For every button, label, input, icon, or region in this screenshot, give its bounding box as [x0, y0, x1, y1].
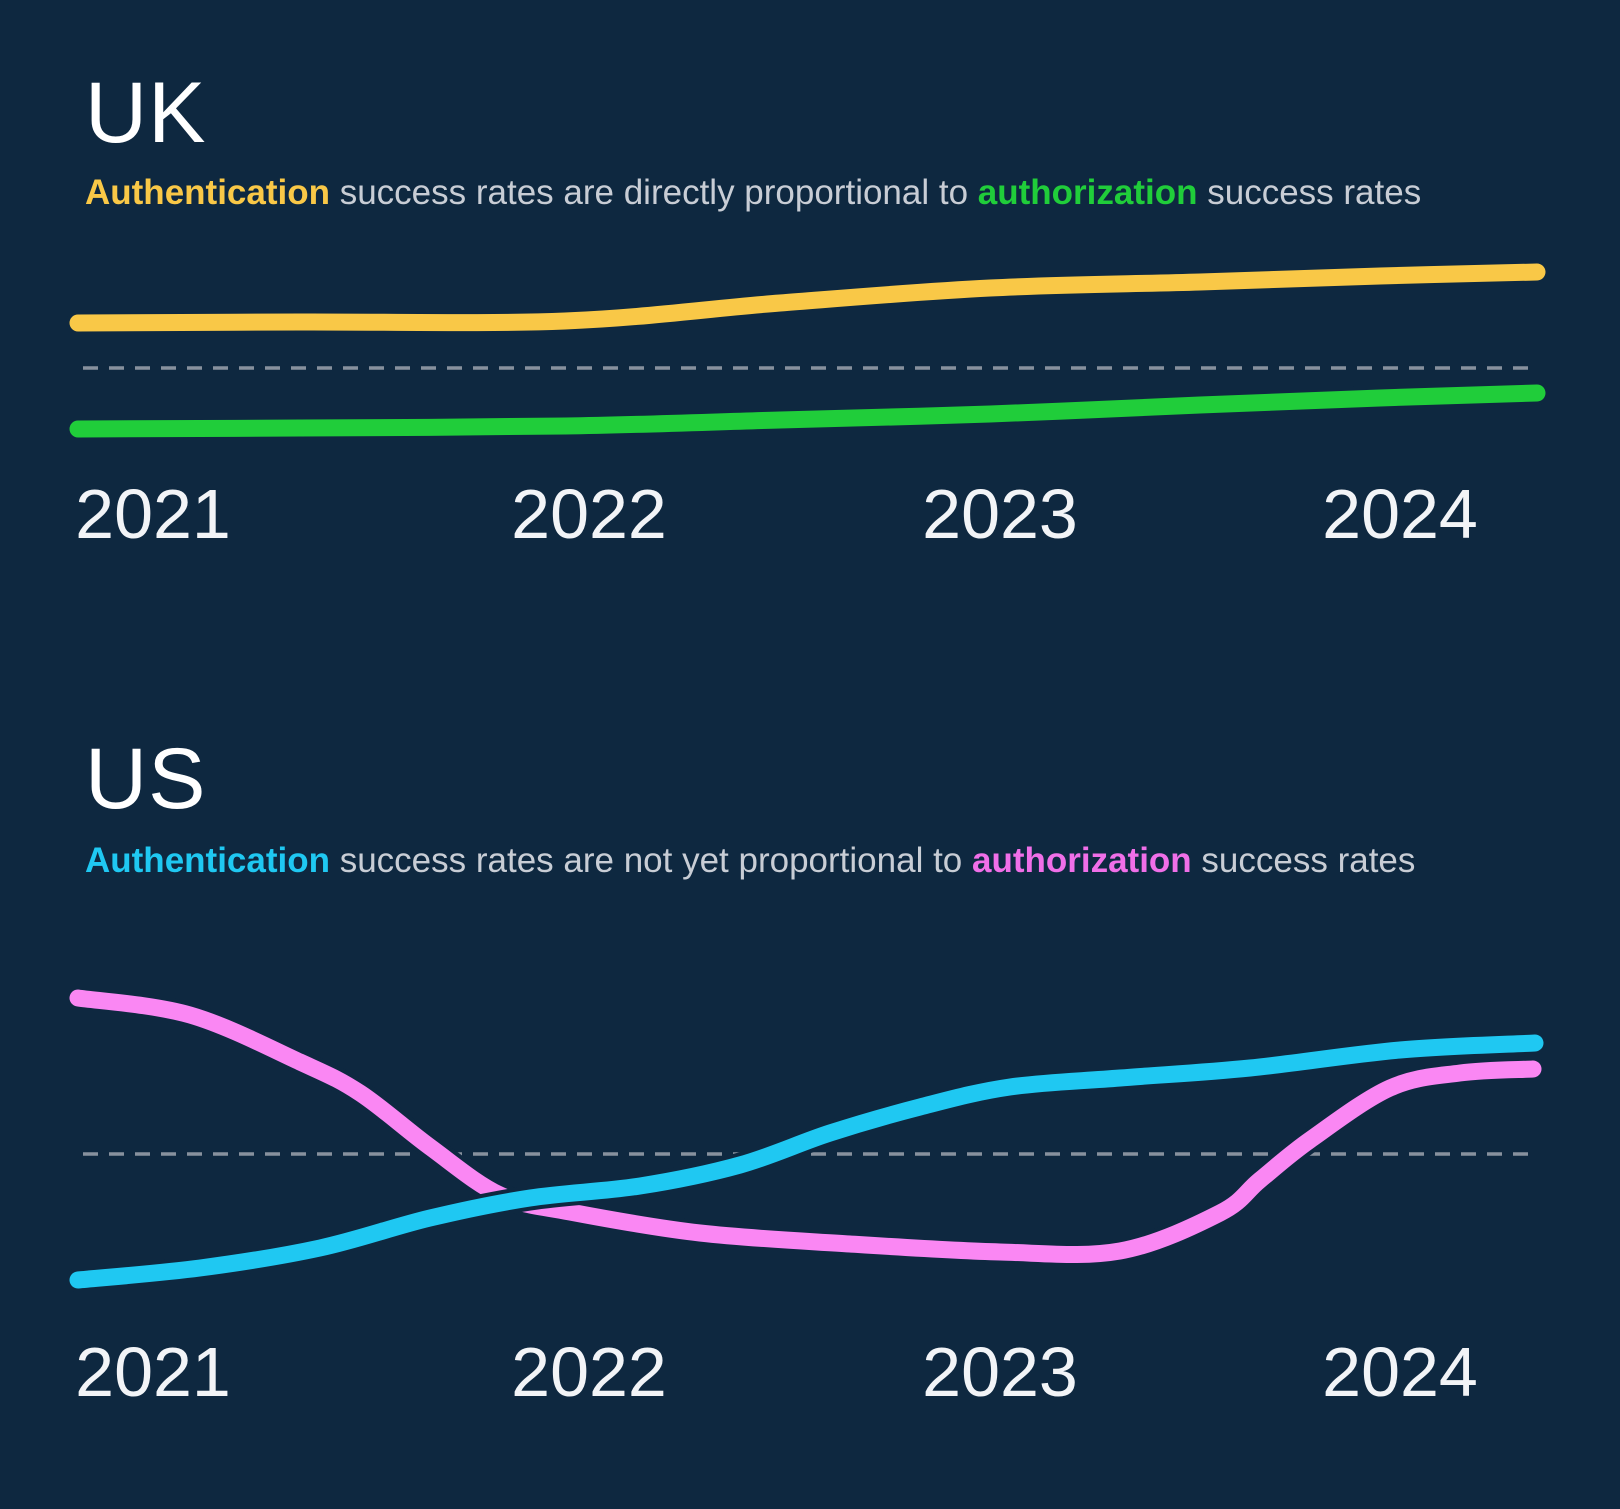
subtitle-segment: Authentication [85, 173, 330, 212]
us-chart-subtitle: Authentication success rates are not yet… [85, 840, 1415, 882]
subtitle-segment: Authentication [85, 841, 330, 880]
uk-x-axis: 2021 2022 2023 2024 [0, 475, 1620, 558]
us-x-tick-2024: 2024 [1322, 1333, 1478, 1411]
subtitle-segment: authorization [977, 173, 1198, 212]
uk-x-tick-2024: 2024 [1322, 475, 1478, 553]
uk-x-tick-2021: 2021 [75, 475, 231, 553]
series-line-authorization [69, 384, 1546, 438]
us-chart-title: US [85, 731, 207, 827]
uk-line-chart [65, 259, 1550, 442]
subtitle-segment: success rates [1191, 841, 1416, 880]
us-x-tick-2021: 2021 [75, 1333, 231, 1411]
subtitle-segment: success rates are not yet proportional t… [329, 841, 972, 880]
uk-chart-subtitle: Authentication success rates are directl… [85, 172, 1421, 214]
us-x-axis: 2021 2022 2023 2024 [0, 1333, 1620, 1416]
subtitle-segment: authorization [971, 841, 1192, 880]
series-line-authentication [69, 263, 1546, 332]
uk-x-tick-2022: 2022 [511, 475, 667, 553]
us-x-tick-2022: 2022 [511, 1333, 667, 1411]
us-x-tick-2023: 2023 [922, 1333, 1078, 1411]
us-line-chart [65, 985, 1548, 1293]
subtitle-segment: success rates [1197, 173, 1422, 212]
uk-chart-title: UK [85, 65, 207, 161]
series-line-authentication [69, 1034, 1544, 1289]
series-line-authorization [69, 989, 1542, 1263]
uk-x-tick-2023: 2023 [922, 475, 1078, 553]
subtitle-segment: success rates are directly proportional … [329, 173, 978, 212]
